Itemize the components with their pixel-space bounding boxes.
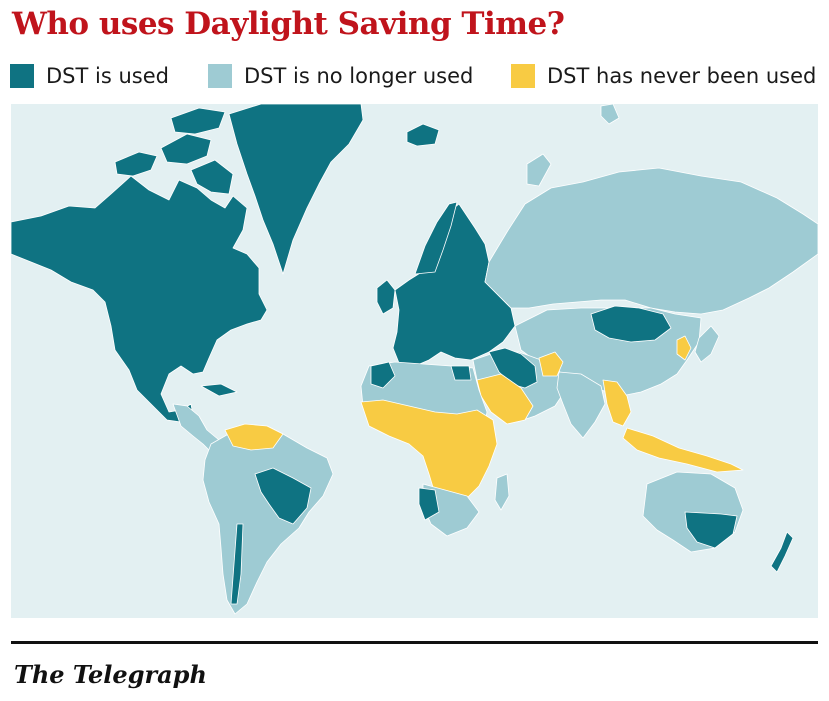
legend-item-dst-no-longer-used: DST is no longer used bbox=[208, 64, 473, 88]
legend-label-dst-never-used: DST has never been used bbox=[547, 64, 817, 88]
region-ellesmere bbox=[170, 107, 226, 135]
region-new-zealand bbox=[770, 531, 794, 573]
region-north-america bbox=[11, 175, 268, 423]
region-madagascar bbox=[494, 473, 510, 511]
legend: DST is used DST is no longer used DST ha… bbox=[10, 64, 820, 92]
region-namibia bbox=[418, 487, 440, 521]
legend-label-dst-no-longer-used: DST is no longer used bbox=[244, 64, 474, 88]
region-iceland bbox=[406, 123, 440, 147]
region-novaya-zemlya bbox=[526, 153, 552, 187]
world-map bbox=[11, 104, 818, 618]
legend-label-dst-used: DST is used bbox=[46, 64, 169, 88]
region-russia bbox=[484, 167, 818, 315]
legend-swatch-dst-used bbox=[10, 64, 34, 88]
region-korea bbox=[676, 335, 692, 361]
world-map-svg bbox=[11, 104, 818, 618]
region-uk bbox=[376, 279, 396, 315]
region-venezuela-colombia bbox=[224, 423, 284, 451]
region-svalbard bbox=[600, 104, 620, 125]
region-se-asia bbox=[602, 379, 632, 427]
region-arctic-islands bbox=[114, 151, 158, 177]
region-scandinavia bbox=[414, 201, 458, 275]
legend-swatch-dst-no-longer-used bbox=[208, 64, 232, 88]
region-paraguay-brazil bbox=[254, 467, 312, 525]
region-egypt bbox=[450, 365, 472, 381]
region-morocco bbox=[370, 361, 396, 389]
region-arabia bbox=[476, 373, 534, 425]
brand-logo: The Telegraph bbox=[14, 660, 207, 689]
region-indonesia bbox=[622, 427, 744, 473]
legend-swatch-dst-never-used bbox=[511, 64, 535, 88]
footer-divider bbox=[11, 641, 818, 644]
region-australia-se bbox=[684, 511, 738, 549]
region-chile bbox=[230, 523, 244, 605]
region-afghanistan bbox=[538, 351, 564, 377]
region-africa-central bbox=[360, 399, 498, 505]
legend-item-dst-used: DST is used bbox=[10, 64, 169, 88]
chart-title: Who uses Daylight Saving Time? bbox=[12, 6, 565, 42]
legend-item-dst-never-used: DST has never been used bbox=[511, 64, 816, 88]
region-mongolia bbox=[590, 305, 672, 343]
region-cuba bbox=[200, 383, 238, 397]
region-greenland bbox=[228, 104, 364, 275]
region-arctic-islands-2 bbox=[160, 133, 212, 165]
region-japan bbox=[694, 325, 720, 363]
region-india bbox=[556, 371, 606, 439]
region-baffin bbox=[190, 159, 234, 195]
